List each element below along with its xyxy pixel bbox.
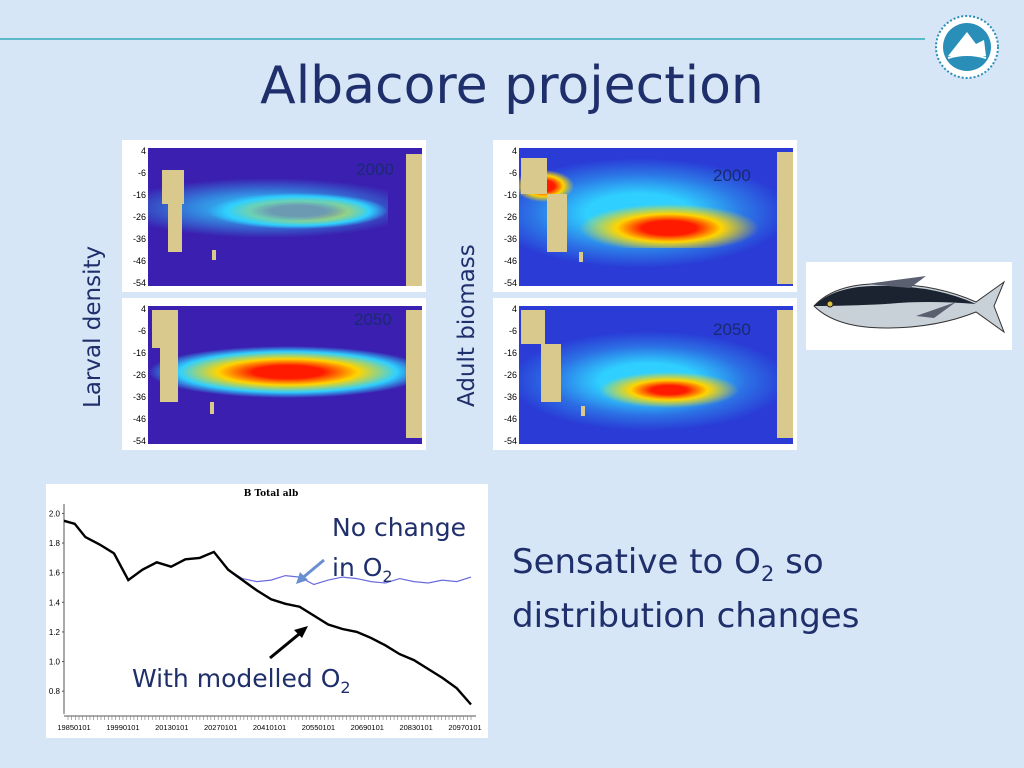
adult-map-2050: 4 -6 -16 -26 -36 -46 -54 2050 — [493, 298, 797, 450]
slide-title: Albacore projection — [260, 56, 764, 116]
map-y-tick: -16 — [132, 190, 146, 200]
y-ticks: 4 -6 -16 -26 -36 -46 -54 — [495, 146, 517, 288]
map-y-tick: -54 — [132, 278, 146, 288]
map-y-tick: -46 — [503, 256, 517, 266]
year-label: 2050 — [354, 310, 392, 329]
adult-map-2000: 4 -6 -16 -26 -36 -46 -54 2000 — [493, 140, 797, 292]
larval-map-2050: 4 -6 -16 -26 -36 -46 -54 2050 — [122, 298, 426, 450]
map-y-tick: 4 — [140, 146, 146, 156]
no-change-note: No change in O2 — [332, 508, 466, 597]
with-modelled-note: With modelled O2 — [132, 664, 351, 697]
x-tick-label: 20830101 — [399, 723, 432, 732]
y-tick-label: 1.6 — [49, 569, 61, 578]
map-y-tick: -54 — [132, 436, 146, 446]
albacore-tuna-icon — [813, 276, 1006, 334]
x-tick-label: 20130101 — [155, 723, 188, 732]
y-tick-label: 1.2 — [49, 628, 61, 637]
y-tick-label: 1.4 — [49, 598, 61, 607]
map-y-tick: -36 — [132, 234, 146, 244]
no-change-line2: in O2 — [332, 553, 393, 586]
map-y-tick: -16 — [503, 348, 517, 358]
y-tick-label: 1.0 — [49, 658, 61, 667]
map-y-tick: 4 — [140, 304, 146, 314]
arrow-blue-icon — [296, 558, 325, 584]
chart-title: B Total alb — [244, 489, 299, 499]
adult-biomass-label: Adult biomass — [454, 244, 480, 407]
no-change-line1: No change — [332, 513, 466, 542]
sensitive-line2: distribution changes — [512, 596, 860, 636]
map-y-tick: -6 — [508, 168, 517, 178]
map-y-tick: -26 — [503, 212, 517, 222]
x-tick-label: 20550101 — [302, 723, 335, 732]
x-tick-label: 20970101 — [448, 723, 481, 732]
x-tick-label: 20270101 — [204, 723, 237, 732]
map-y-tick: -6 — [137, 168, 146, 178]
map-y-tick: -16 — [503, 190, 517, 200]
map-y-tick: -54 — [503, 436, 517, 446]
sensitive-line1: Sensative to O2 so — [512, 542, 824, 586]
y-tick-label: 1.8 — [49, 539, 61, 548]
line-chart-svg: B Total alb 2.0 1.8 1.6 1.4 1.2 1.0 0.8 198501… — [49, 489, 482, 732]
sprep-logo-icon — [935, 15, 999, 79]
y-tick-label: 0.8 — [49, 687, 61, 696]
map-y-tick: -6 — [508, 326, 517, 336]
map-y-tick: -36 — [503, 234, 517, 244]
map-y-tick: -6 — [137, 326, 146, 336]
y-ticks: 4 -6 -16 -26 -36 -46 -54 — [124, 146, 146, 288]
arrow-black-icon — [269, 626, 308, 660]
albacore-tuna-image — [806, 262, 1012, 350]
biomass-line-chart: B Total alb 2.0 1.8 1.6 1.4 1.2 1.0 0.8 198501… — [46, 484, 488, 738]
y-ticks: 4 -6 -16 -26 -36 -46 -54 — [124, 304, 146, 446]
map-y-tick: 4 — [511, 304, 517, 314]
x-tick-label: 19850101 — [57, 723, 90, 732]
map-y-tick: -46 — [503, 414, 517, 424]
map-y-tick: -26 — [132, 212, 146, 222]
x-tick-label: 20690101 — [351, 723, 384, 732]
y-tick-label: 2.0 — [49, 509, 61, 518]
map-y-tick: -36 — [132, 392, 146, 402]
map-y-tick: -26 — [503, 370, 517, 380]
year-label: 2000 — [713, 166, 751, 185]
year-label: 2050 — [713, 320, 751, 339]
series-no-change-line — [213, 551, 472, 586]
map-y-tick: -46 — [132, 414, 146, 424]
map-y-tick: -16 — [132, 348, 146, 358]
larval-map-2000: 4 -6 -16 -26 -36 -46 -54 2000 — [122, 140, 426, 292]
x-tick-label: 19990101 — [106, 723, 139, 732]
map-y-tick: -54 — [503, 278, 517, 288]
map-y-tick: -36 — [503, 392, 517, 402]
map-y-tick: -46 — [132, 256, 146, 266]
map-y-tick: 4 — [511, 146, 517, 156]
y-ticks: 4 -6 -16 -26 -36 -46 -54 — [495, 304, 517, 446]
year-label: 2000 — [356, 160, 394, 179]
map-y-tick: -26 — [132, 370, 146, 380]
larval-density-label: Larval density — [80, 245, 106, 408]
series-modelled-line — [63, 519, 472, 706]
x-tick-label: 20410101 — [253, 723, 286, 732]
header-divider — [0, 38, 925, 40]
